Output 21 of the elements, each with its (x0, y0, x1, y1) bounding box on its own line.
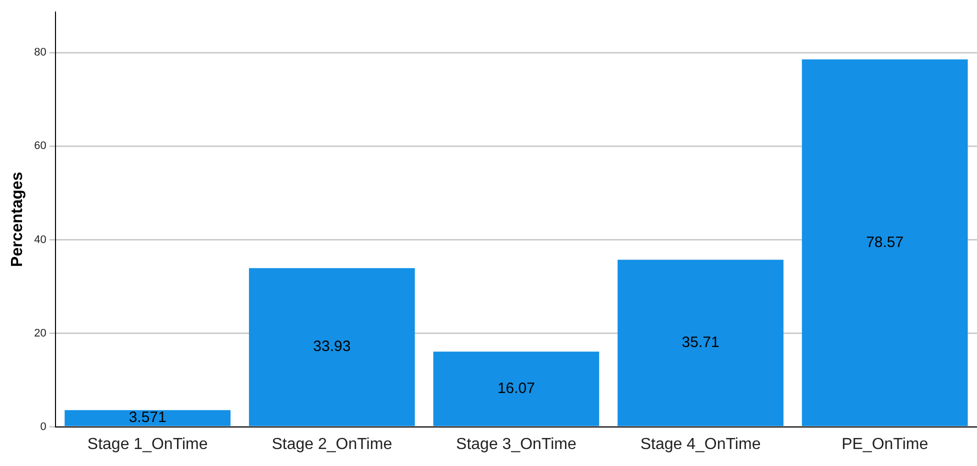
y-tick-label: 40 (34, 234, 46, 246)
y-tick-label: 0 (40, 420, 46, 433)
bar (433, 352, 600, 426)
data-label: 3.571 (128, 409, 166, 426)
y-tick-label: 60 (34, 140, 46, 152)
bar (802, 59, 968, 426)
data-label: 35.71 (682, 334, 720, 352)
y-axis-title: Percentages (9, 172, 26, 267)
bar (248, 268, 415, 426)
x-tick-label: Stage 3_OnTime (456, 436, 576, 453)
x-tick-label: Stage 2_OnTime (272, 436, 392, 453)
y-tick-label: 80 (34, 46, 46, 59)
x-tick-label: Stage 4_OnTime (640, 436, 761, 453)
x-tick-label: Stage 1_OnTime (87, 436, 208, 453)
data-label: 33.93 (313, 338, 351, 356)
bar (64, 410, 231, 426)
bar (618, 260, 784, 426)
data-label: 78.57 (866, 234, 904, 251)
y-tick-label: 20 (34, 327, 46, 340)
x-tick-label: PE_OnTime (842, 436, 928, 453)
data-label: 16.07 (497, 380, 535, 397)
